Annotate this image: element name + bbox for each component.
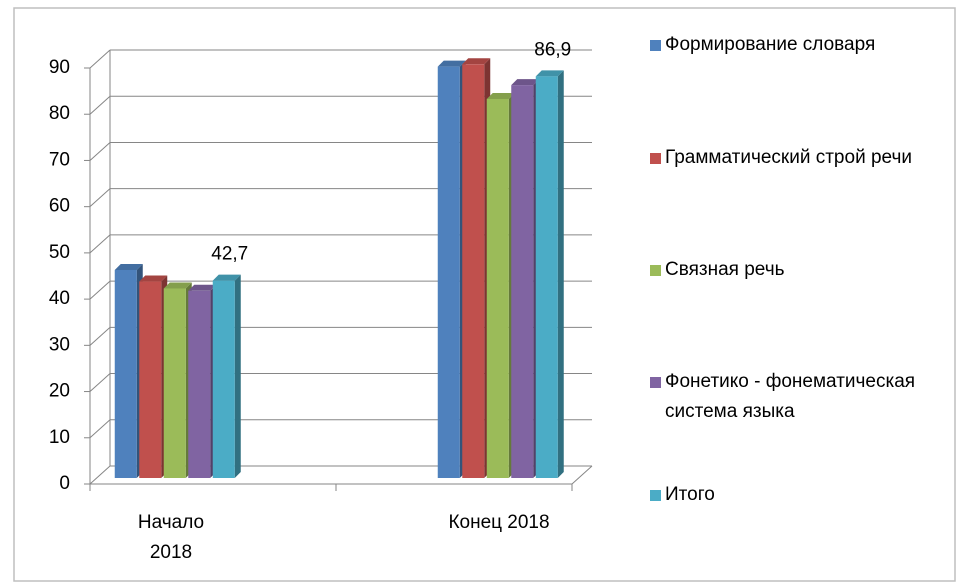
bar-side — [234, 274, 241, 478]
bar-top — [486, 92, 515, 99]
legend-label: Грамматический строй речи — [665, 147, 912, 168]
bar — [535, 76, 558, 478]
bar — [188, 290, 211, 478]
legend-label: Фонетико - фонематическая система языка — [665, 371, 916, 422]
legend-swatch — [650, 153, 661, 164]
value-label: 86,9 — [534, 39, 571, 60]
floor-edge — [571, 465, 593, 485]
legend-swatch — [650, 40, 661, 51]
grid-line — [89, 234, 111, 254]
grid-line — [89, 373, 111, 392]
value-label: 42,7 — [211, 244, 248, 265]
bar-top — [462, 58, 491, 65]
bar-top — [163, 282, 192, 289]
legend-label: Связная речь — [665, 259, 785, 280]
bar-top — [114, 264, 143, 270]
y-tick-label: 30 — [49, 334, 70, 355]
grid-line — [89, 326, 111, 346]
y-tick-label: 90 — [49, 57, 70, 78]
bar-side — [557, 70, 564, 478]
legend-label: Итого — [665, 484, 715, 505]
bar — [511, 85, 534, 478]
x-tick-label: Начало 2018 — [137, 512, 205, 563]
bar-top — [139, 275, 168, 282]
bar — [462, 64, 485, 479]
grid-line — [89, 419, 111, 439]
y-tick-label: 20 — [49, 381, 70, 402]
grid-line — [89, 95, 111, 115]
bar-top — [437, 60, 466, 67]
bar-top — [511, 79, 540, 86]
legend-swatch — [650, 265, 661, 276]
y-tick-label: 80 — [49, 103, 70, 124]
bar — [114, 270, 137, 478]
bar — [486, 98, 509, 478]
y-tick-label: 60 — [49, 196, 70, 217]
bar-top — [212, 274, 241, 281]
y-tick-label: 50 — [49, 242, 70, 263]
y-tick-label: 70 — [49, 149, 70, 170]
grid-line — [89, 465, 111, 485]
legend-swatch — [650, 490, 661, 501]
bar — [437, 66, 460, 478]
grid-line — [89, 280, 111, 300]
bar-top — [535, 70, 564, 77]
y-tick-label: 40 — [49, 288, 70, 309]
frame — [13, 7, 956, 582]
bar — [139, 281, 162, 478]
grid-line — [89, 49, 111, 69]
grid-line — [89, 188, 111, 208]
bar — [212, 280, 235, 478]
y-tick-label: 10 — [49, 427, 70, 448]
grid-line — [89, 142, 111, 161]
legend-swatch — [650, 377, 661, 388]
y-tick-label: 0 — [59, 473, 70, 494]
x-tick-label: Конец 2018 — [448, 512, 550, 533]
bar-top — [188, 284, 217, 291]
bar — [163, 288, 186, 478]
legend-label: Формирование словаря — [665, 34, 876, 55]
